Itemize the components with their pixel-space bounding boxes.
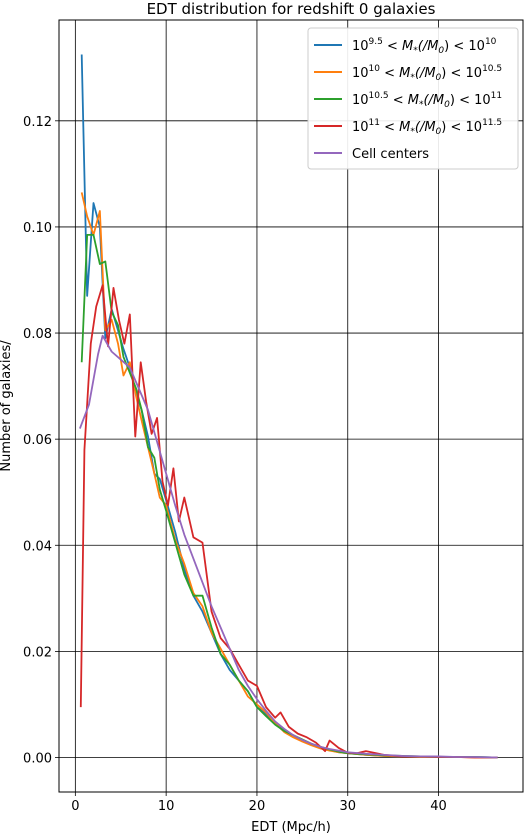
x-axis-ticks: 0 10 20 30 40 [71, 792, 447, 814]
y-axis-ticks: 0.00 0.02 0.04 0.06 0.08 0.10 0.12 [23, 115, 59, 767]
x-tick-label: 20 [249, 799, 266, 814]
legend-paren: (/M [415, 66, 436, 81]
legend-mid: < M [380, 66, 410, 81]
legend-base2: 10 [474, 93, 491, 108]
legend-exp1: 11 [369, 118, 380, 128]
legend-paren: (/M [423, 93, 444, 108]
legend-label: Cell centers [352, 147, 429, 162]
y-tick-label: 0.04 [23, 539, 52, 554]
legend-sub0: 0 [436, 127, 442, 137]
legend-label: 109.5 < M*(/M0) < 1010 [352, 37, 497, 56]
legend-close: ) < [450, 93, 474, 108]
chart-title: EDT distribution for redshift 0 galaxies [147, 0, 436, 18]
series-lines [79, 54, 498, 759]
legend-sub: * [410, 127, 415, 137]
plot-frame [58, 19, 524, 793]
legend-base1: 10 [352, 93, 369, 108]
legend-mid: < M [389, 93, 419, 108]
x-tick-label: 10 [158, 799, 175, 814]
legend-exp1: 9.5 [369, 37, 383, 47]
legend-exp1: 10.5 [369, 91, 389, 101]
legend-exp2: 11.5 [482, 118, 502, 128]
legend-sub: * [410, 73, 415, 83]
legend-exp2: 10 [485, 37, 497, 47]
legend-exp2: 11 [491, 91, 502, 101]
legend-text: Cell centers [352, 147, 429, 162]
x-tick-label: 0 [71, 799, 79, 814]
legend-exp2: 10.5 [482, 64, 502, 74]
legend-label: 1010.5 < M*(/M0) < 1011 [352, 91, 502, 110]
series-line-5 [79, 334, 498, 759]
legend-label: 1010 < M*(/M0) < 1010.5 [352, 64, 502, 83]
legend-paren: (/M [415, 120, 436, 135]
y-tick-label: 0.12 [23, 115, 52, 130]
legend-base1: 10 [352, 66, 369, 81]
y-tick-label: 0.08 [23, 327, 52, 342]
legend-base2: 10 [466, 120, 483, 135]
legend-sub: * [413, 46, 418, 56]
legend-base1: 10 [352, 120, 369, 135]
legend-sub0: 0 [444, 100, 450, 110]
legend-sub0: 0 [436, 73, 442, 83]
legend-close: ) < [441, 120, 465, 135]
legend-close: ) < [441, 66, 465, 81]
y-axis-label: Number of galaxies/ [0, 340, 14, 472]
legend-mid: < M [380, 120, 410, 135]
x-tick-label: 30 [339, 799, 356, 814]
legend-sub: * [419, 100, 424, 110]
legend-paren: (/M [418, 39, 439, 54]
legend-label: 1011 < M*(/M0) < 1011.5 [352, 118, 502, 137]
legend-base2: 10 [466, 66, 483, 81]
y-tick-label: 0.10 [23, 221, 52, 236]
legend-mid: < M [383, 39, 413, 54]
x-axis-label: EDT (Mpc/h) [251, 820, 331, 835]
legend-base1: 10 [352, 39, 369, 54]
legend-exp1: 10 [369, 64, 381, 74]
legend-base2: 10 [468, 39, 485, 54]
x-tick-label: 40 [430, 799, 447, 814]
legend-sub0: 0 [438, 46, 444, 56]
legend-close: ) < [444, 39, 468, 54]
legend-box [307, 27, 519, 170]
y-tick-label: 0.02 [23, 645, 52, 660]
y-tick-label: 0.00 [23, 752, 52, 767]
y-tick-label: 0.06 [23, 433, 52, 448]
